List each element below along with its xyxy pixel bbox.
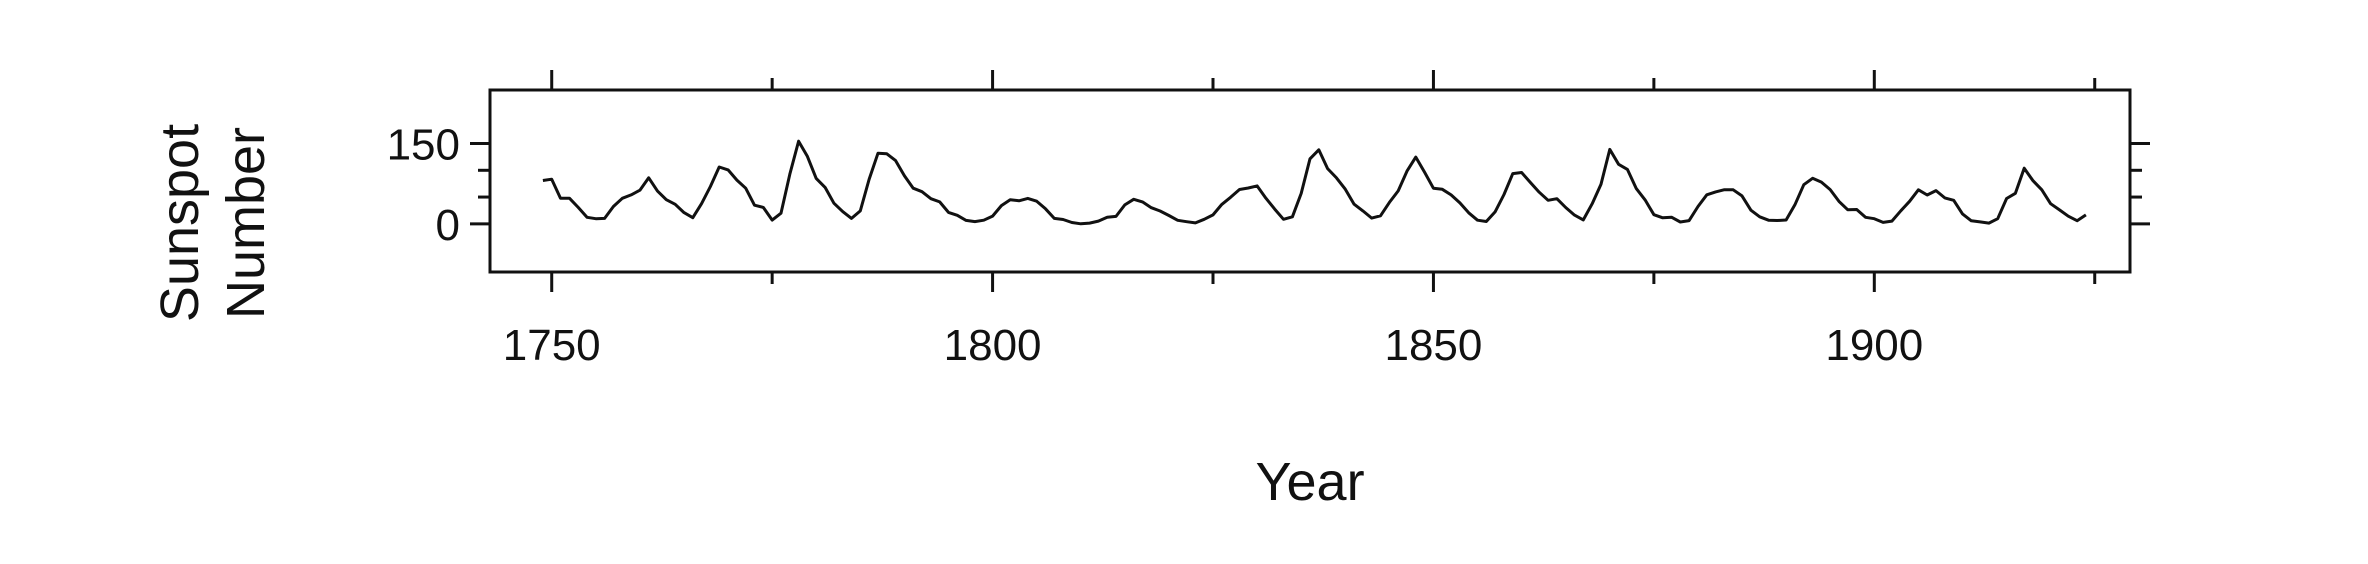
axis-ticks-group xyxy=(470,70,2150,292)
x-axis-title: Year xyxy=(1255,452,1364,512)
x-tick-label: 1750 xyxy=(503,321,601,370)
x-tick-label: 1900 xyxy=(1825,321,1923,370)
y-axis-title: Sunspot Number xyxy=(150,124,276,322)
y-axis-title-line-2: Number xyxy=(216,127,276,319)
x-tick-label: 1800 xyxy=(944,321,1042,370)
series-group xyxy=(542,139,2087,226)
sunspot-series-line xyxy=(542,139,2087,226)
y-axis-title-line-1: Sunspot xyxy=(150,124,210,322)
x-tick-label: 1850 xyxy=(1384,321,1482,370)
y-tick-label: 150 xyxy=(387,121,460,170)
plot-frame xyxy=(488,88,2132,274)
y-tick-label: 0 xyxy=(436,201,460,250)
tick-labels-group: 1750 1800 1850 1900 0 150 xyxy=(387,121,1924,370)
plot-frame-group xyxy=(488,88,2132,274)
